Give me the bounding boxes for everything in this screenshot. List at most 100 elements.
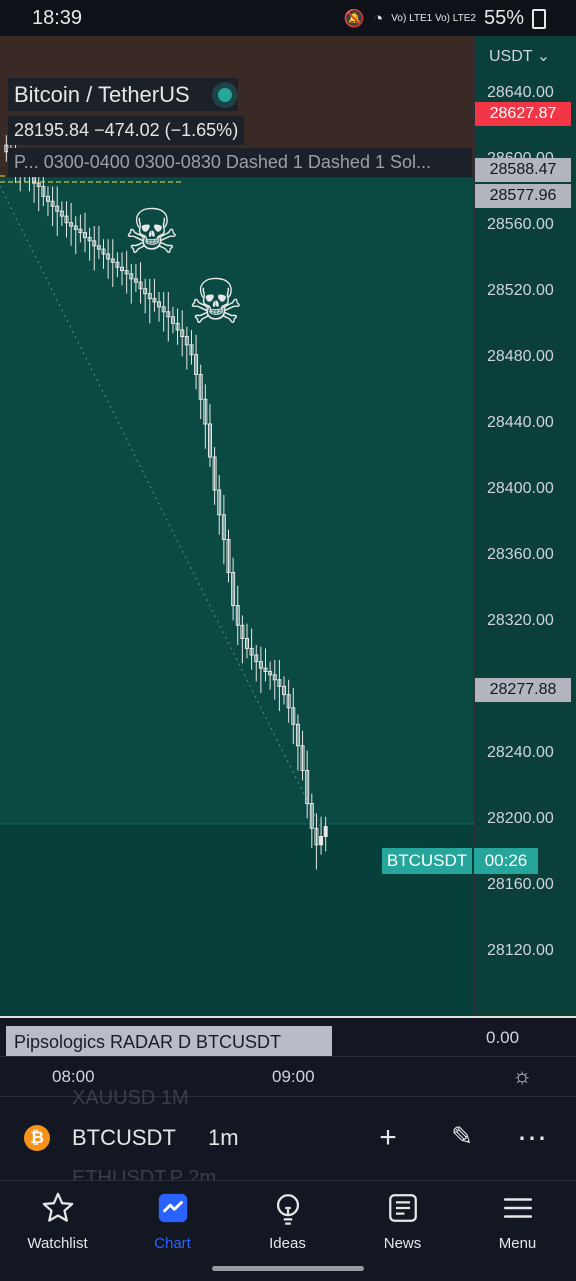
bar-countdown: 00:26: [474, 848, 538, 874]
nav-label: Watchlist: [27, 1235, 88, 1252]
price-tick: 28160.00: [487, 876, 554, 893]
trend-line: [0, 185, 321, 827]
candle: [64, 201, 69, 238]
candle: [124, 250, 129, 294]
price-tick: 28200.00: [487, 810, 554, 827]
candle: [319, 816, 324, 855]
candle: [87, 227, 92, 261]
nav-label: Menu: [498, 1235, 537, 1252]
more-icon[interactable]: ⋯: [517, 1122, 547, 1155]
price-tick: 28240.00: [487, 744, 554, 761]
candle: [110, 239, 115, 288]
price-tag: 28588.47: [475, 158, 571, 182]
price-tag: 28577.96: [475, 184, 571, 208]
currency-selector[interactable]: USDT ⌄: [489, 48, 551, 65]
time-tick: 09:00: [272, 1067, 315, 1086]
price-tick: 28440.00: [487, 414, 554, 431]
bottom-nav: Watchlist Chart Ideas News Menu: [0, 1180, 576, 1281]
candle: [245, 623, 249, 659]
candle: [166, 292, 171, 342]
candle: [170, 306, 175, 334]
candle: [226, 529, 231, 583]
indicator-label[interactable]: Pipsologics RADAR D BTCUSDT: [6, 1026, 332, 1059]
candle: [50, 186, 55, 226]
price-tick: 28400.00: [487, 480, 554, 497]
candle: [184, 326, 189, 370]
candle: [221, 494, 226, 565]
candle: [231, 557, 236, 621]
candle: [143, 278, 148, 314]
candle: [4, 135, 9, 162]
nav-watchlist[interactable]: Watchlist: [0, 1181, 115, 1281]
interval-button[interactable]: 1m: [208, 1125, 239, 1150]
home-indicator[interactable]: [212, 1266, 364, 1271]
time-axis[interactable]: 08:00 09:00 ☼: [0, 1056, 576, 1097]
nav-label: Chart: [154, 1235, 191, 1252]
price-tick: 28520.00: [487, 282, 554, 299]
candle: [217, 475, 222, 535]
nav-label: Ideas: [269, 1235, 306, 1252]
settings-icon[interactable]: ☼: [512, 1063, 533, 1088]
status-bar: 18:39 🔕 ◔ Vo) LTE1 Vo) LTE2 55%: [0, 0, 576, 36]
nav-menu[interactable]: Menu: [460, 1181, 575, 1281]
plus-icon[interactable]: +: [379, 1121, 397, 1154]
candle: [194, 334, 199, 390]
candle: [282, 676, 287, 705]
time-tick: 08:00: [52, 1067, 95, 1086]
news-icon: [345, 1191, 460, 1225]
nav-ideas[interactable]: Ideas: [230, 1181, 345, 1281]
candle: [161, 292, 166, 332]
candle: [309, 793, 314, 849]
candle: [314, 813, 319, 870]
price-tick: 28320.00: [487, 612, 554, 629]
candle: [138, 262, 143, 304]
price-tick: 28640.00: [487, 84, 554, 101]
symbol-button[interactable]: BTCUSDT: [72, 1125, 176, 1150]
candle: [175, 308, 180, 345]
candle: [73, 216, 78, 255]
skull-icon: ☠: [188, 268, 244, 337]
candle: [258, 646, 263, 693]
candle: [157, 292, 162, 322]
candle: [254, 645, 259, 682]
indicator-legend[interactable]: P... 0300-0400 0300-0830 Dashed 1 Dashed…: [8, 148, 472, 177]
price-tick: 28360.00: [487, 546, 554, 563]
bitcoin-icon: ₿: [24, 1125, 50, 1151]
candle: [96, 226, 101, 259]
pencil-icon[interactable]: ✎: [451, 1121, 473, 1151]
candle: [78, 214, 83, 243]
network-label: Vo) LTE1 Vo) LTE2: [391, 13, 476, 24]
symbol-toolbar: XAUUSD 1M ETHUSDT.P 2m ₿ BTCUSDT 1m + ✎ …: [0, 1087, 576, 1189]
plot-area[interactable]: ☠ ☠: [0, 36, 474, 1016]
candle: [83, 212, 87, 253]
candle: [69, 202, 74, 246]
candle: [147, 278, 152, 324]
chart-area[interactable]: ☠ ☠ USDT ⌄ 28640.0028600.0028560.0028520…: [0, 36, 576, 1096]
candle: [240, 615, 245, 664]
candle: [180, 310, 185, 357]
status-icons: 🔕 ◔ Vo) LTE1 Vo) LTE2 55%: [344, 7, 546, 30]
nav-news[interactable]: News: [345, 1181, 460, 1281]
candle: [268, 661, 273, 690]
indicator-pane[interactable]: Pipsologics RADAR D BTCUSDT 0.00: [0, 1016, 576, 1059]
candle: [291, 688, 296, 745]
candle: [235, 585, 240, 646]
nav-label: News: [383, 1235, 422, 1252]
legend-title[interactable]: Bitcoin / TetherUS: [8, 78, 238, 111]
battery-icon: [532, 8, 546, 29]
price-tick: 28120.00: [487, 942, 554, 959]
battery-label: 55%: [483, 7, 524, 29]
candle: [300, 730, 305, 781]
hamburger-icon: [460, 1191, 575, 1225]
candle: [152, 278, 157, 312]
candle: [286, 679, 291, 723]
candle: [101, 239, 106, 269]
market-open-icon: [217, 88, 232, 102]
candle: [263, 648, 268, 682]
candle: [249, 628, 254, 670]
ghost-symbol: XAUUSD 1M: [72, 1087, 189, 1109]
star-icon: [0, 1191, 115, 1225]
skull-icon: ☠: [124, 198, 180, 267]
candle: [55, 186, 60, 236]
nav-chart[interactable]: Chart: [115, 1181, 230, 1281]
